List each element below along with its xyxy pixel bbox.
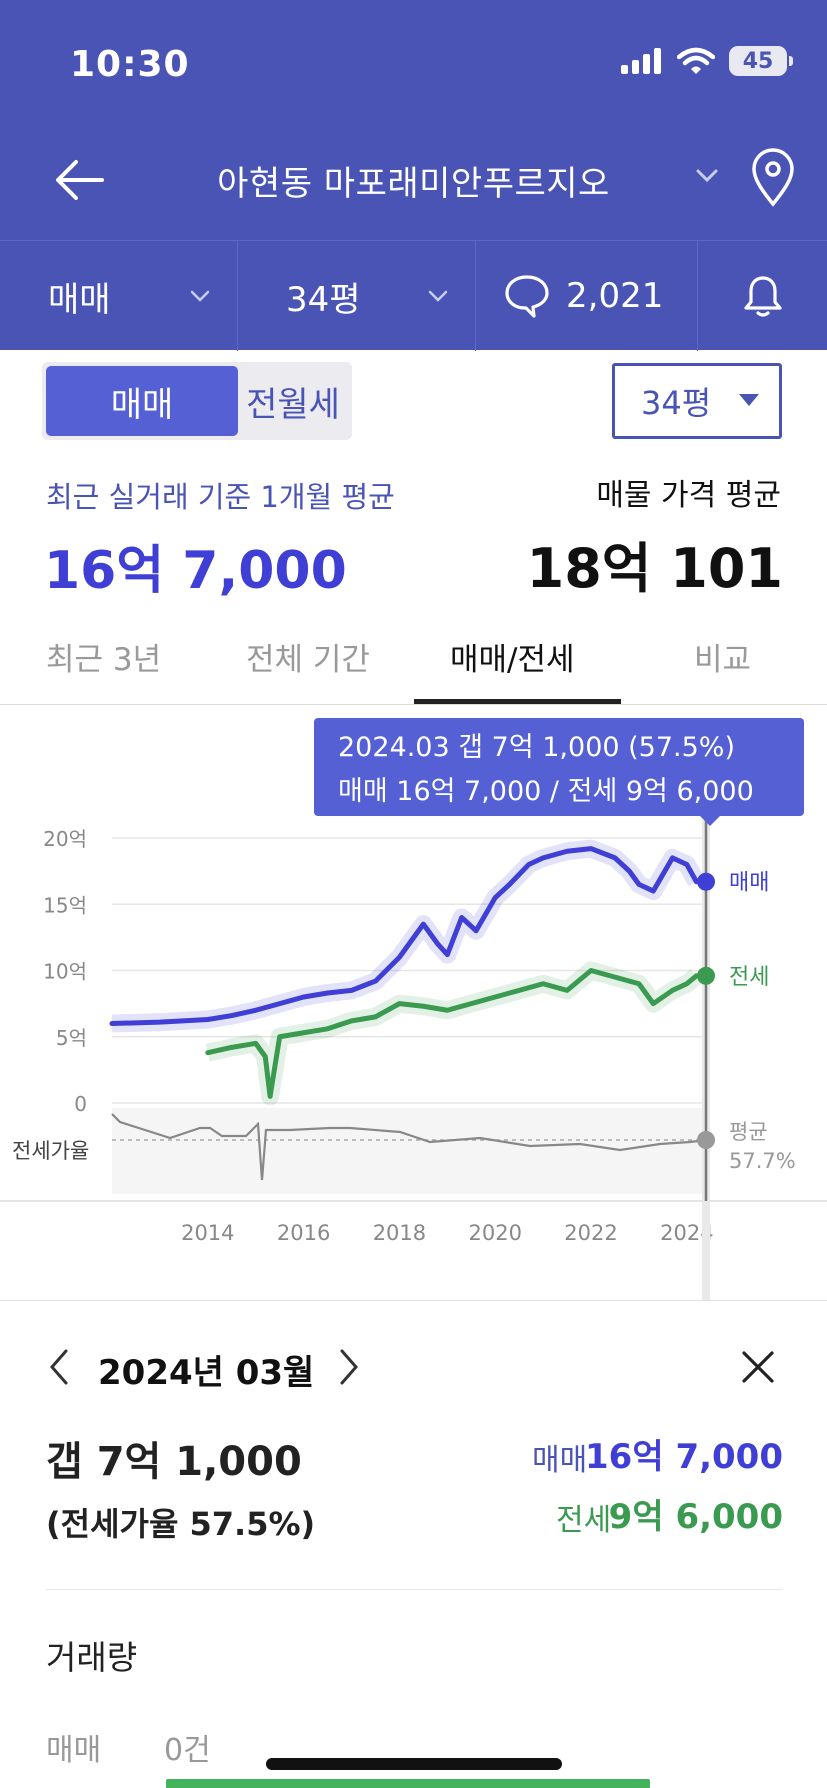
chevron-right-icon[interactable] xyxy=(334,1347,364,1387)
chevron-down-icon xyxy=(190,290,210,302)
detail-ratio: (전세가율 57.5%) xyxy=(46,1505,316,1543)
chat-bubble-icon xyxy=(505,275,549,318)
battery-icon: 45 xyxy=(729,46,793,76)
detail-gap: 갭 7억 1,000 xyxy=(46,1439,302,1485)
sale-end-marker xyxy=(697,872,715,891)
chevron-down-icon xyxy=(428,290,448,302)
detail-jeonse-value: 9억 6,000 xyxy=(608,1497,783,1537)
wifi-icon xyxy=(677,47,715,74)
listing-price-value: 18억 101 xyxy=(526,537,783,600)
active-tab-indicator xyxy=(414,699,621,704)
alert-button[interactable] xyxy=(698,241,827,351)
size-select[interactable]: 34평 xyxy=(612,363,782,439)
tooltip-line-1: 2024.03 갭 7억 1,000 (57.5%) xyxy=(338,732,735,763)
detail-sale-label: 매매 xyxy=(532,1443,588,1478)
detail-month: 2024년 03월 xyxy=(98,1353,315,1393)
close-icon[interactable] xyxy=(740,1349,776,1385)
y-tick-label: 20억 xyxy=(43,827,87,851)
battery-level: 45 xyxy=(742,48,774,74)
bell-icon xyxy=(743,276,782,317)
status-icons: 45 xyxy=(621,46,793,76)
tab-sale-jeonse[interactable]: 매매/전세 xyxy=(450,642,575,678)
jeonse-end-label: 전세 xyxy=(729,965,769,990)
tab-compare[interactable]: 비교 xyxy=(694,642,752,678)
detail-sale-value: 16억 7,000 xyxy=(585,1437,783,1477)
trade-toggle: 매매 전월세 xyxy=(42,362,352,440)
caret-down-icon xyxy=(739,394,759,406)
ratio-avg-value: 57.7% xyxy=(729,1149,796,1173)
volume-title: 거래량 xyxy=(46,1638,138,1677)
back-arrow-icon[interactable] xyxy=(52,152,108,208)
avg-price-label: 최근 실거래 기준 1개월 평균 xyxy=(46,480,395,514)
chevron-left-icon[interactable] xyxy=(44,1347,74,1387)
ratio-band xyxy=(112,1108,706,1194)
x-tick-label: 2018 xyxy=(373,1221,426,1245)
ratio-end-marker xyxy=(697,1131,715,1149)
nav-bar: 아현동 마포래미안푸르지오 xyxy=(0,130,827,240)
tooltip-line-2: 매매 16억 7,000 / 전세 9억 6,000 xyxy=(338,776,754,807)
signal-icon xyxy=(621,48,661,74)
comments-button[interactable]: 2,021 xyxy=(476,241,698,351)
status-bar: 10:30 45 xyxy=(0,0,827,130)
location-pin-icon[interactable] xyxy=(748,148,798,208)
y-tick-label: 0 xyxy=(74,1092,87,1116)
filter-bar: 매매 34평 2,021 xyxy=(0,240,827,351)
x-tick-label: 2022 xyxy=(564,1221,617,1245)
detail-jeonse-label: 전세 xyxy=(556,1503,612,1538)
toggle-sale[interactable]: 매매 xyxy=(46,366,238,436)
trade-type-filter[interactable]: 매매 xyxy=(0,241,238,351)
series-line-0 xyxy=(109,846,699,1026)
jeonse-end-marker xyxy=(697,966,715,985)
sale-end-label: 매매 xyxy=(729,871,769,896)
ratio-avg-label: 평균 xyxy=(729,1120,768,1144)
y-tick-label: 10억 xyxy=(43,960,87,984)
detail-panel: 2024년 03월 갭 7억 1,000 (전세가율 57.5%) 매매 16억… xyxy=(0,1300,827,1788)
comment-count: 2,021 xyxy=(566,276,664,316)
y-tick-label: 5억 xyxy=(56,1026,87,1050)
series-range-1 xyxy=(205,961,703,1106)
app-header: 10:30 45 아현동 마포래미안푸르지오 xyxy=(0,0,827,351)
size-select-value: 34평 xyxy=(641,384,712,422)
x-tick-label: 2016 xyxy=(277,1221,330,1245)
chart-tooltip: 2024.03 갭 7억 1,000 (57.5%) 매매 16억 7,000 … xyxy=(314,718,804,826)
tab-all-period[interactable]: 전체 기간 xyxy=(246,642,370,678)
trade-type-label: 매매 xyxy=(48,279,111,320)
volume-sale-value: 0건 xyxy=(164,1733,211,1768)
tab-recent-3y[interactable]: 최근 3년 xyxy=(46,642,162,678)
listing-price-label: 매물 가격 평균 xyxy=(596,478,781,513)
size-filter[interactable]: 34평 xyxy=(238,241,476,351)
ratio-series-line xyxy=(111,1113,707,1181)
status-time: 10:30 xyxy=(70,44,190,85)
volume-sale-label: 매매 xyxy=(46,1733,102,1768)
toggle-rent[interactable]: 전월세 xyxy=(246,384,340,425)
divider xyxy=(46,1589,782,1590)
y-tick-label: 15억 xyxy=(43,893,87,917)
size-filter-label: 34평 xyxy=(286,279,361,320)
home-indicator xyxy=(266,1758,562,1770)
series-line-1 xyxy=(205,968,699,1099)
x-tick-label: 2014 xyxy=(181,1221,234,1245)
chevron-down-icon[interactable] xyxy=(692,160,722,190)
ratio-axis-label: 전세가율 xyxy=(12,1139,89,1163)
volume-bar xyxy=(166,1779,650,1788)
complex-title[interactable]: 아현동 마포래미안푸르지오 xyxy=(217,164,610,204)
avg-price-value: 16억 7,000 xyxy=(44,541,347,601)
x-tick-label: 2020 xyxy=(468,1221,521,1245)
period-tabs: 최근 3년 전체 기간 매매/전세 비교 xyxy=(0,610,827,705)
